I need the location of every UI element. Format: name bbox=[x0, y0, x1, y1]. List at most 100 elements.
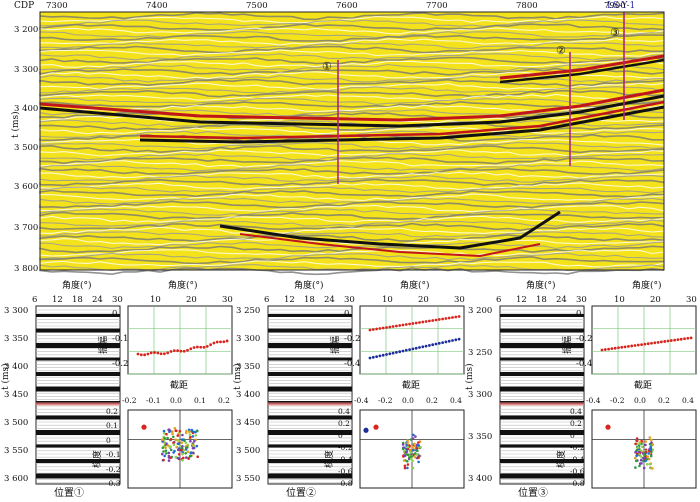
marker-3: ③ bbox=[610, 26, 620, 39]
gather-angle-tick: 24 bbox=[324, 295, 335, 305]
cross-y-tick: 0.1 bbox=[106, 421, 118, 431]
gather-time-tick: 3 300 bbox=[468, 390, 493, 400]
gather-time-tick: 3 250 bbox=[468, 348, 493, 358]
gather-angle-tick: 18 bbox=[304, 295, 315, 305]
gather-angle-label: 角度(°) bbox=[526, 281, 556, 291]
avo-angle-tick: 20 bbox=[418, 295, 429, 305]
avo-angle-tick: 10 bbox=[382, 295, 393, 305]
gather-angle-tick: 12 bbox=[284, 295, 295, 305]
cross-intercept-label: 截距 bbox=[402, 381, 421, 391]
time-tick-label: 3 400 bbox=[14, 104, 39, 114]
avo-amp-label: 振幅 bbox=[99, 335, 109, 354]
avo-amp-tick: -0.2 bbox=[344, 334, 361, 344]
gather-time-tick: 3 550 bbox=[236, 474, 261, 484]
cross-intercept-label: 截距 bbox=[170, 381, 189, 391]
cross-y-tick: 0 bbox=[106, 435, 111, 445]
cross-y-tick: 0.4 bbox=[570, 407, 582, 416]
well-label: LS-Y-1 bbox=[607, 1, 636, 11]
gather-time-tick: 3 400 bbox=[4, 362, 29, 372]
gather-time-tick: 3 400 bbox=[468, 474, 493, 484]
cross-gradient-label: 梯度 bbox=[557, 449, 567, 468]
crossplot bbox=[359, 409, 465, 489]
gather-time-tick: 3 350 bbox=[236, 362, 261, 372]
cdp-tick-label: 7500 bbox=[246, 1, 268, 11]
gather-time-tick: 3 550 bbox=[4, 446, 29, 456]
avo-amp-tick: -0.2 bbox=[112, 359, 129, 369]
avo-amp-tick: -0.1 bbox=[112, 334, 129, 344]
cross-y-tick: 0.2 bbox=[338, 419, 350, 428]
cross-y-tick: -0.3 bbox=[106, 479, 121, 488]
gather-image bbox=[35, 305, 121, 485]
seismic-image bbox=[39, 11, 665, 276]
avo-angle-tick: 30 bbox=[686, 295, 697, 305]
gather-angle-tick: 18 bbox=[536, 295, 547, 305]
cross-x-tick: -0.4 bbox=[586, 396, 601, 405]
avo-plot bbox=[359, 305, 465, 375]
gather-time-tick: 3 200 bbox=[468, 306, 493, 316]
gather-time-tick: 3 400 bbox=[236, 390, 261, 400]
avo-angle-label: 角度(°) bbox=[400, 281, 430, 291]
cross-intercept-label: 截距 bbox=[634, 381, 653, 391]
cross-x-tick: -0.4 bbox=[354, 396, 369, 405]
gather-angle-tick: 6 bbox=[264, 295, 270, 305]
cdp-axis-label: CDP bbox=[14, 1, 35, 11]
time-axis-label: t (ms) bbox=[11, 111, 21, 138]
avo-amp-tick: -0.4 bbox=[344, 359, 361, 369]
gather-angle-tick: 24 bbox=[556, 295, 567, 305]
cross-x-tick: 0.4 bbox=[450, 396, 462, 405]
cdp-tick-label: 7700 bbox=[426, 1, 448, 11]
cross-y-tick: -0.1 bbox=[106, 450, 121, 460]
marker-1: ① bbox=[322, 60, 332, 73]
cross-y-tick: -0.8 bbox=[338, 479, 353, 488]
avo-angle-label: 角度(°) bbox=[168, 281, 198, 291]
panel-caption: 位置① bbox=[54, 488, 84, 499]
cross-y-tick: -0.6 bbox=[338, 467, 353, 476]
marker-2: ② bbox=[556, 44, 566, 57]
gather-time-tick: 3 350 bbox=[4, 334, 29, 344]
cross-x-tick: 0.0 bbox=[170, 396, 182, 405]
cross-y-tick: -0.4 bbox=[570, 455, 585, 464]
gather-time-tick: 3 500 bbox=[4, 418, 29, 428]
cross-x-tick: -0.2 bbox=[610, 396, 625, 405]
gather-time-tick: 3 600 bbox=[4, 474, 29, 484]
gather-time-tick: 3 300 bbox=[4, 306, 29, 316]
cross-x-tick: -0.2 bbox=[378, 396, 393, 405]
gather-time-label: t (ms) bbox=[465, 363, 475, 390]
gather-time-tick: 3 450 bbox=[4, 390, 29, 400]
gather-angle-tick: 30 bbox=[576, 295, 587, 305]
cross-x-tick: 0.0 bbox=[402, 396, 414, 405]
cross-y-tick: 0 bbox=[570, 431, 575, 440]
crossplot bbox=[591, 409, 697, 489]
gather-time-tick: 3 500 bbox=[236, 446, 261, 456]
gather-time-tick: 3 350 bbox=[468, 432, 493, 442]
gather-angle-label: 角度(°) bbox=[62, 281, 92, 291]
gather-image bbox=[267, 305, 353, 485]
gather-angle-tick: 6 bbox=[496, 295, 502, 305]
cdp-tick-label: 7300 bbox=[46, 1, 68, 11]
cross-y-tick: -0.2 bbox=[106, 464, 121, 474]
time-tick-label: 3 200 bbox=[14, 25, 39, 35]
cross-y-tick: -0.8 bbox=[570, 479, 585, 488]
avo-amp-tick: -0.4 bbox=[576, 359, 593, 369]
gather-angle-tick: 18 bbox=[72, 295, 83, 305]
gather-angle-tick: 12 bbox=[516, 295, 527, 305]
cross-y-tick: -0.2 bbox=[570, 443, 585, 452]
cross-x-tick: 0.4 bbox=[682, 396, 694, 405]
cross-x-tick: 0.1 bbox=[194, 396, 206, 405]
time-tick-label: 3 800 bbox=[14, 264, 39, 274]
cross-y-tick: -0.6 bbox=[570, 467, 585, 476]
gather-time-tick: 3 450 bbox=[236, 418, 261, 428]
avo-amp-label: 振幅 bbox=[331, 335, 341, 354]
avo-plot bbox=[127, 305, 233, 375]
avo-angle-tick: 30 bbox=[454, 295, 465, 305]
panel-caption: 位置② bbox=[286, 488, 316, 499]
time-tick-label: 3 700 bbox=[14, 223, 39, 233]
cross-gradient-label: 梯度 bbox=[93, 449, 103, 468]
cross-y-tick: 0.2 bbox=[570, 419, 582, 428]
cross-y-tick: 0.4 bbox=[338, 407, 350, 416]
cdp-tick-label: 7900 bbox=[604, 1, 626, 11]
cross-y-tick: -0.2 bbox=[338, 443, 353, 452]
cdp-tick-label: 7600 bbox=[336, 1, 358, 11]
cross-gradient-label: 梯度 bbox=[325, 449, 335, 468]
cross-y-tick: 0 bbox=[338, 431, 343, 440]
